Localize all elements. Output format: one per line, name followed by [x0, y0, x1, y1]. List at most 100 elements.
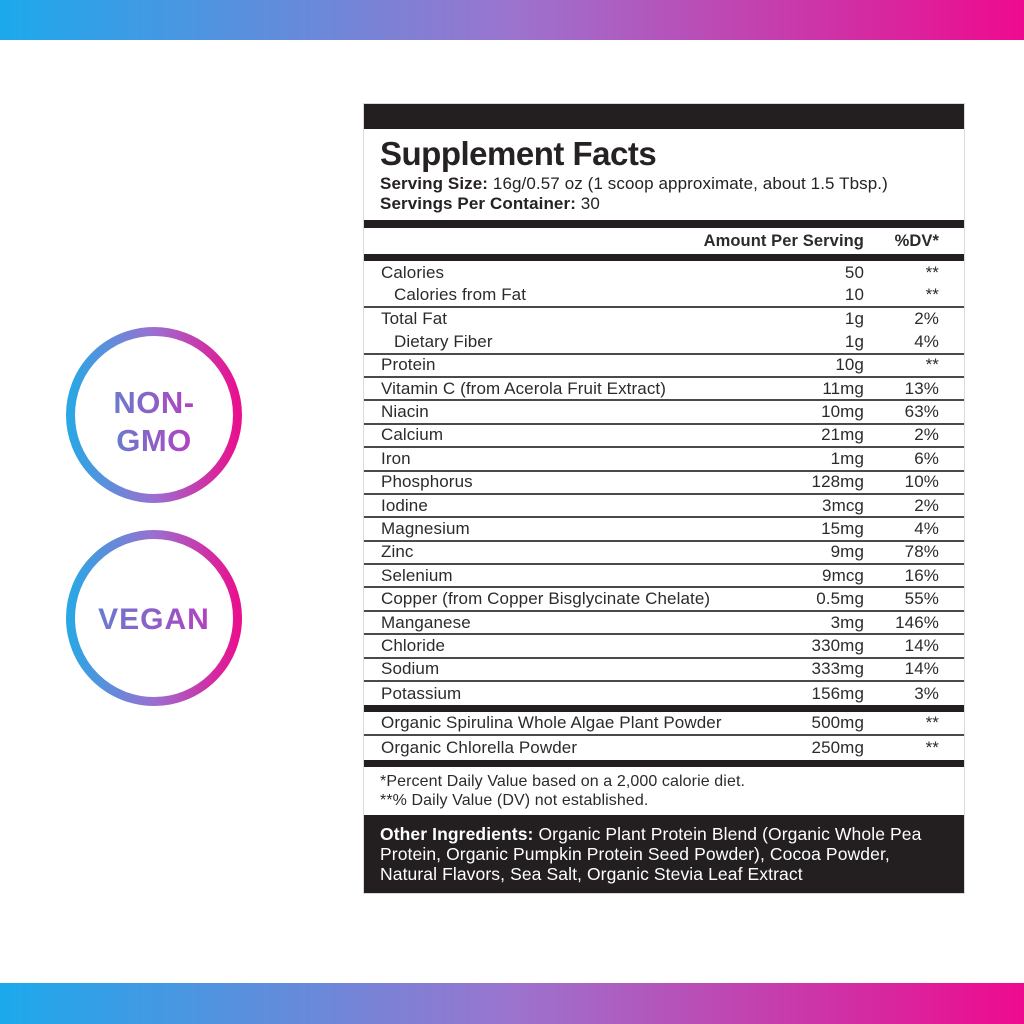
table-row: Niacin 10mg 63% — [364, 401, 964, 425]
top-gradient-bar — [0, 0, 1024, 40]
amount-column-header: Amount Per Serving — [703, 231, 864, 250]
nutrients-table: Calories 50 ** Calories from Fat 10 ** Total F… — [364, 261, 964, 705]
blend-table: Organic Spirulina Whole Algae Plant Powd… — [364, 712, 964, 760]
nutrient-name: Calcium — [381, 425, 444, 445]
table-row: Total Fat 1g 2% — [364, 308, 964, 331]
nutrient-name: Niacin — [381, 402, 429, 422]
footnote-daily-value: *Percent Daily Value based on a 2,000 ca… — [380, 773, 746, 791]
nutrient-name: Iron — [381, 448, 411, 468]
nutrient-dv: 146% — [895, 612, 939, 632]
nutrient-name: Magnesium — [381, 518, 470, 538]
nutrient-name: Iodine — [381, 495, 428, 515]
nutrient-dv: 10% — [904, 472, 939, 492]
table-row: Vitamin C (from Acerola Fruit Extract) 11… — [364, 378, 964, 402]
nutrient-name: Manganese — [381, 612, 471, 632]
supplement-facts-panel: Supplement Facts Serving Size: 16g/0.57 … — [363, 103, 965, 895]
servings-per-container-line: Servings Per Container: 30 — [380, 194, 964, 214]
table-row: Organic Spirulina Whole Algae Plant Powd… — [364, 712, 964, 737]
non-gmo-circle-icon: NON- GMO — [66, 327, 242, 503]
nutrient-dv: 63% — [904, 402, 939, 422]
serving-size-value: 16g/0.57 oz (1 scoop approximate, about … — [492, 174, 888, 193]
nutrient-name: Organic Spirulina Whole Algae Plant Powd… — [381, 713, 722, 733]
table-row: Selenium 9mcg 16% — [364, 565, 964, 589]
footnote-divider-bar — [364, 760, 964, 768]
nutrient-dv: 78% — [904, 542, 939, 562]
non-gmo-label-line2: GMO — [116, 423, 192, 458]
table-row: Chloride 330mg 14% — [364, 635, 964, 659]
nutrient-amount: 3mcg — [822, 495, 864, 515]
dv-column-header: %DV* — [894, 231, 939, 250]
other-ingredients-box: Other Ingredients: Organic Plant Protein… — [364, 815, 964, 894]
table-row: Dietary Fiber 1g 4% — [364, 331, 964, 355]
nutrient-amount: 500mg — [811, 713, 864, 733]
nutrient-amount: 10mg — [821, 402, 864, 422]
footnotes: *Percent Daily Value based on a 2,000 ca… — [380, 773, 964, 810]
nutrient-name: Potassium — [381, 683, 462, 703]
nutrient-amount: 1mg — [830, 448, 864, 468]
non-gmo-badge: NON- GMO — [66, 327, 242, 503]
nutrient-name: Vitamin C (from Acerola Fruit Extract) — [381, 378, 666, 398]
nutrient-dv: 6% — [914, 448, 939, 468]
nutrient-dv: ** — [925, 738, 939, 758]
table-row: Protein 10g ** — [364, 355, 964, 378]
table-row: Sodium 333mg 14% — [364, 659, 964, 683]
nutrient-dv: 2% — [914, 309, 939, 329]
nutrient-dv: 4% — [914, 518, 939, 538]
vegan-label: VEGAN — [98, 603, 210, 636]
footnote-not-established: **% Daily Value (DV) not established. — [380, 791, 649, 809]
vegan-badge: VEGAN — [66, 530, 242, 706]
nutrient-amount: 1g — [844, 331, 864, 351]
serving-size-line: Serving Size: 16g/0.57 oz (1 scoop appro… — [380, 174, 964, 194]
nutrient-amount: 1g — [844, 309, 864, 329]
serving-size-label: Serving Size: — [380, 174, 489, 193]
table-row: Calories from Fat 10 ** — [364, 284, 964, 308]
panel-title: Supplement Facts — [380, 135, 657, 172]
servings-label: Servings Per Container: — [380, 193, 576, 213]
blend-divider-bar — [364, 705, 964, 713]
nutrient-name: Copper (from Copper Bisglycinate Chelate… — [381, 589, 711, 609]
nutrient-name: Total Fat — [381, 309, 448, 329]
nutrient-amount: 333mg — [811, 659, 864, 679]
section-divider-bar — [364, 220, 964, 228]
nutrient-amount: 21mg — [821, 425, 864, 445]
nutrient-name: Chloride — [381, 635, 446, 655]
nutrient-amount: 9mg — [830, 542, 864, 562]
nutrient-amount: 330mg — [811, 635, 864, 655]
nutrient-dv: ** — [925, 355, 939, 375]
nutrient-amount: 15mg — [821, 518, 864, 538]
table-row: Calcium 21mg 2% — [364, 425, 964, 449]
nutrient-amount: 128mg — [811, 472, 864, 492]
table-row: Iodine 3mcg 2% — [364, 495, 964, 519]
nutrient-name: Zinc — [381, 542, 414, 562]
nutrient-dv: 2% — [914, 425, 939, 445]
nutrient-amount: 10g — [835, 355, 864, 375]
nutrient-amount: 11mg — [822, 378, 864, 398]
nutrient-amount: 0.5mg — [816, 589, 864, 609]
nutrient-dv: 14% — [904, 635, 939, 655]
nutrient-amount: 10 — [844, 285, 864, 305]
nutrient-name: Protein — [381, 355, 436, 375]
table-row: Zinc 9mg 78% — [364, 542, 964, 566]
table-row: Iron 1mg 6% — [364, 448, 964, 472]
nutrient-amount: 3mg — [830, 612, 864, 632]
nutrient-dv: 13% — [904, 378, 939, 398]
table-row: Magnesium 15mg 4% — [364, 518, 964, 542]
table-row: Phosphorus 128mg 10% — [364, 472, 964, 495]
nutrient-name: Calories from Fat — [394, 285, 527, 305]
nutrient-name: Selenium — [381, 565, 453, 585]
nutrient-name: Dietary Fiber — [394, 331, 493, 351]
nutrient-name: Sodium — [381, 659, 440, 679]
table-row: Manganese 3mg 146% — [364, 612, 964, 636]
panel-top-bar — [364, 104, 964, 129]
nutrient-amount: 156mg — [811, 683, 864, 703]
nutrient-name: Calories — [381, 262, 445, 282]
nutrient-dv: 55% — [904, 589, 939, 609]
nutrient-name: Phosphorus — [381, 472, 473, 492]
vegan-circle-icon: VEGAN — [66, 530, 242, 706]
nutrient-dv: 3% — [914, 683, 939, 703]
nutrient-dv: 16% — [904, 565, 939, 585]
nutrient-dv: ** — [925, 285, 939, 305]
table-header-row: Amount Per Serving %DV* — [364, 228, 964, 254]
table-row: Potassium 156mg 3% — [364, 682, 964, 705]
other-ingredients-label: Other Ingredients: — [380, 824, 534, 845]
